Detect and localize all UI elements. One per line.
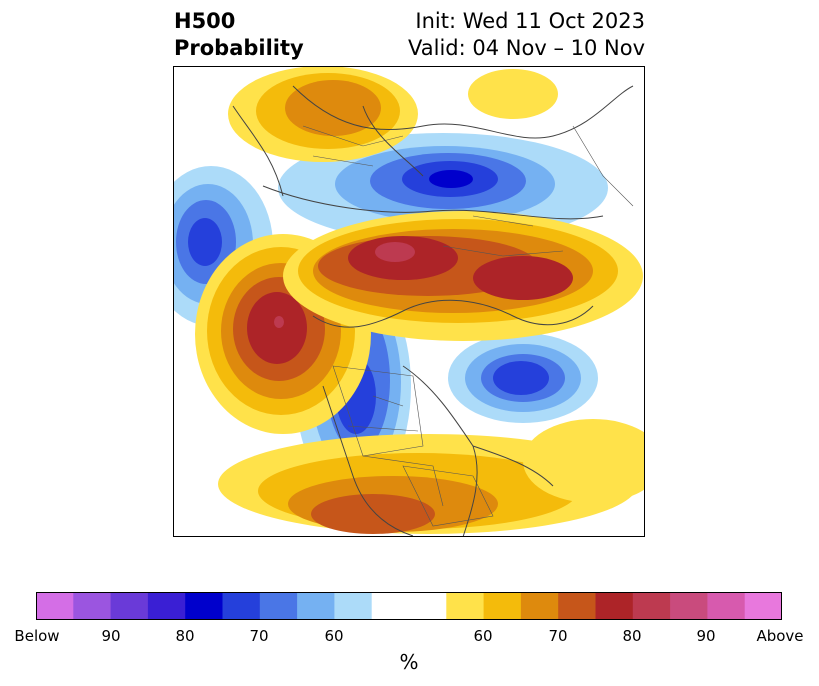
map-title: H500 Probability: [174, 8, 304, 62]
colorbar-swatch: [259, 592, 298, 620]
tick-label-below-60: 60: [324, 627, 344, 645]
colorbar-swatch: [558, 592, 596, 620]
colorbar-swatch: [185, 592, 223, 620]
colorbar-swatches: [36, 592, 782, 620]
tick-label-above-80: 80: [622, 627, 642, 645]
colorbar-swatch: [707, 592, 746, 620]
colorbar-swatch: [297, 592, 335, 620]
colorbar-swatch: [371, 592, 447, 620]
map-frame: [173, 66, 645, 537]
colorbar-swatch: [595, 592, 634, 620]
colorbar-frame: [36, 592, 782, 620]
tick-label-below: Below: [14, 627, 60, 645]
title-product: Probability: [174, 36, 304, 60]
colorbar-swatch: [73, 592, 112, 620]
colorbar-swatch: [222, 592, 261, 620]
colorbar-unit-label: %: [399, 650, 419, 674]
probability-map: [173, 66, 645, 537]
colorbar-swatch: [520, 592, 559, 620]
above-normal-anomaly-europe: [228, 66, 418, 162]
init-date: Init: Wed 11 Oct 2023: [415, 9, 645, 33]
valid-date: Valid: 04 Nov – 10 Nov: [408, 36, 645, 60]
colorbar-swatch: [36, 592, 74, 620]
tick-label-above-70: 70: [548, 627, 568, 645]
tick-label-below-70: 70: [249, 627, 269, 645]
title-variable: H500: [174, 9, 236, 33]
forecast-dates: Init: Wed 11 Oct 2023 Valid: 04 Nov – 10…: [408, 8, 645, 62]
colorbar-swatch: [446, 592, 485, 620]
tick-label-above: Above: [756, 627, 804, 645]
tick-label-above-60: 60: [473, 627, 493, 645]
tick-label-above-90: 90: [696, 627, 716, 645]
colorbar-swatch: [670, 592, 708, 620]
colorbar-swatch: [744, 592, 782, 620]
colorbar-swatch: [632, 592, 671, 620]
colorbar-swatch: [483, 592, 522, 620]
above-normal-anomaly-atlantic: [468, 69, 645, 503]
probability-colorbar: [36, 592, 782, 620]
colorbar-swatch: [110, 592, 149, 620]
tick-label-below-90: 90: [101, 627, 121, 645]
political-borders: [302, 125, 634, 527]
tick-label-below-80: 80: [175, 627, 195, 645]
colorbar-swatch: [334, 592, 373, 620]
below-normal-anomaly-greenland: [448, 333, 598, 423]
coastlines: [232, 85, 634, 537]
colorbar-swatch: [147, 592, 186, 620]
above-normal-anomaly-siberia: [283, 211, 643, 341]
